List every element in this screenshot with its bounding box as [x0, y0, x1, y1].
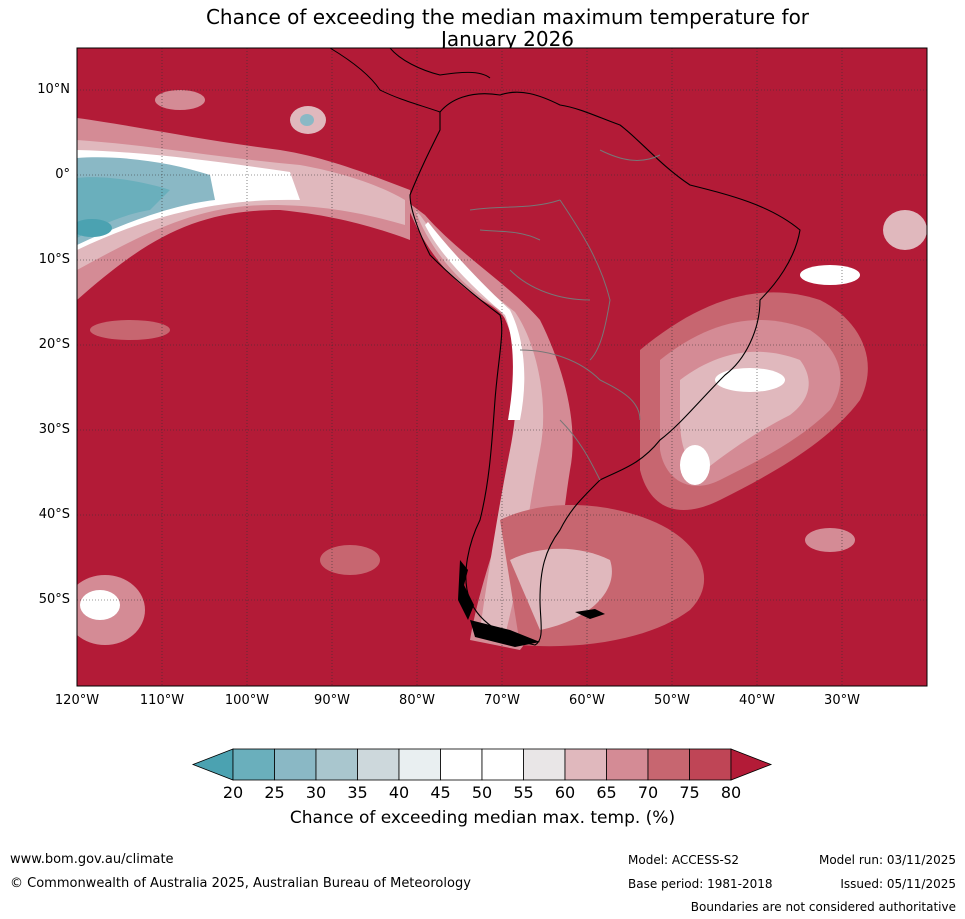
- tierra-del-fuego: [470, 620, 540, 647]
- colorbar-tick: 60: [554, 783, 576, 802]
- lon-label: 60°W: [569, 693, 605, 708]
- colorbar-cell: [274, 748, 317, 781]
- blob-2: [805, 528, 855, 552]
- colorbar-cell: [647, 748, 690, 781]
- map-title-line1: Chance of exceeding the median maximum t…: [205, 5, 810, 29]
- lon-label: 80°W: [399, 693, 435, 708]
- lat-label: 20°S: [38, 337, 70, 352]
- atlantic-white-1: [715, 368, 785, 392]
- andes-band-white: [425, 222, 525, 420]
- lon-label: 50°W: [654, 693, 690, 708]
- lat-label: 0°: [55, 167, 70, 182]
- lat-label: 40°S: [38, 507, 70, 522]
- colorbar-tick: 70: [637, 783, 659, 802]
- colorbar-tick: 65: [596, 783, 617, 802]
- lat-label: 50°S: [38, 592, 70, 607]
- copyright-text: © Commonwealth of Australia 2025, Austra…: [10, 876, 471, 891]
- colorbar-tick: 25: [264, 783, 285, 802]
- lon-label: 90°W: [314, 693, 350, 708]
- colorbar-arrow-low: [191, 748, 234, 781]
- colorbar-tick: 75: [679, 783, 700, 802]
- colorbar-label: Chance of exceeding median max. temp. (%…: [289, 808, 676, 828]
- colorbar-tick: 35: [347, 783, 368, 802]
- base-period-text: Base period: 1981-2018: [628, 877, 773, 891]
- atlantic-white-3: [800, 265, 860, 285]
- model-run-text: Model run: 03/11/2025: [818, 853, 956, 867]
- lat-gridlines: [77, 89, 927, 601]
- south-pacific-white: [80, 590, 120, 620]
- website-link[interactable]: www.bom.gov.au/climate: [10, 852, 174, 867]
- country-borders: [469, 149, 661, 481]
- colorbar-tick: 20: [222, 783, 244, 802]
- lon-label: 120°W: [54, 693, 100, 708]
- lat-label: 10°N: [37, 82, 70, 97]
- colorbar-tick: 50: [471, 783, 493, 802]
- lon-label: 110°W: [139, 693, 185, 708]
- atlantic-white-2: [680, 445, 710, 485]
- colorbar-cell: [481, 748, 524, 781]
- issued-text: Issued: 05/11/2025: [840, 877, 956, 891]
- lon-gridlines: [161, 48, 843, 686]
- lat-label: 30°S: [38, 422, 70, 437]
- blob-4: [90, 320, 170, 340]
- colorbar-tick: 40: [388, 783, 410, 802]
- colorbar-cell: [523, 748, 566, 781]
- model-text: Model: ACCESS-S2: [628, 853, 740, 867]
- pacific-blue-core: [77, 219, 112, 237]
- pacific-spot-blue: [300, 114, 314, 126]
- south-america-coastline: [409, 91, 801, 646]
- colorbar-tick: 45: [430, 783, 451, 802]
- colorbar-cell: [232, 748, 275, 781]
- atlantic-white-4: [883, 210, 927, 250]
- colorbar-tick: 55: [513, 783, 534, 802]
- map-title-line2: January 2026: [440, 27, 575, 51]
- forecast-map: [76, 47, 928, 687]
- colorbar-cell: [315, 748, 358, 781]
- colorbar-tick: 30: [305, 783, 327, 802]
- lon-label: 100°W: [224, 693, 270, 708]
- lon-label: 40°W: [739, 693, 775, 708]
- lon-label: 70°W: [484, 693, 520, 708]
- lon-label: 30°W: [824, 693, 860, 708]
- patagonia-pale: [510, 548, 612, 630]
- blob-1: [320, 545, 380, 575]
- colorbar-arrow-high: [730, 748, 773, 781]
- colorbar-cell: [357, 748, 400, 781]
- central-america-coastline: [329, 48, 491, 113]
- chile-archipelago: [458, 560, 474, 620]
- colorbar-cell: [689, 748, 732, 781]
- map-frame: [76, 47, 928, 687]
- colorbar-cell: [564, 748, 607, 781]
- falklands: [575, 609, 605, 619]
- blob-3: [155, 90, 205, 110]
- colorbar-cell: [398, 748, 441, 781]
- colorbar-tick: 80: [720, 783, 742, 802]
- disclaimer-text: Boundaries are not considered authoritat…: [690, 900, 956, 914]
- colorbar-cell: [606, 748, 649, 781]
- lat-label: 10°S: [38, 252, 70, 267]
- colorbar-cell: [440, 748, 483, 781]
